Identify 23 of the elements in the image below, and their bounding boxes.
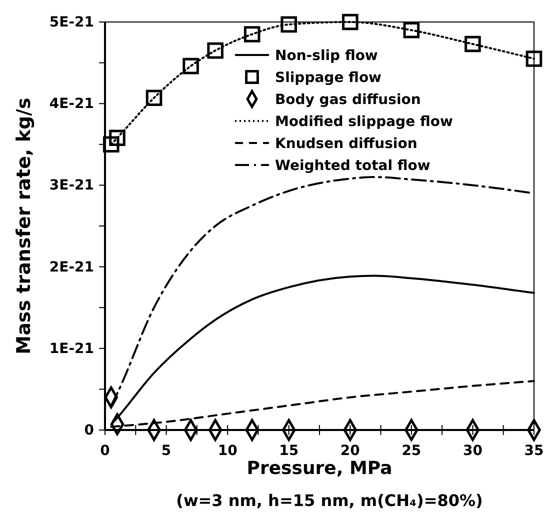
legend-label: Body gas diffusion	[275, 92, 421, 108]
x-tick-label: 25	[402, 442, 422, 459]
text: (w=3 nm, h=15 nm, m(CH₄)=80%)	[176, 491, 483, 510]
x-tick-label: 20	[340, 442, 360, 459]
x-tick-label: 5	[161, 442, 172, 459]
y-tick-label: 1E-21	[49, 340, 94, 357]
y-tick-label: 5E-21	[49, 14, 94, 30]
y-tick-label: 2E-21	[49, 259, 94, 276]
y-axis-title: Mass transfer rate, kg/s	[13, 98, 35, 354]
x-tick-label: 0	[100, 442, 110, 459]
legend-label: Slippage flow	[275, 70, 382, 86]
y-tick-label: 4E-21	[49, 96, 94, 112]
y-tick-label: 3E-21	[49, 178, 94, 194]
legend-label: Modified slippage flow	[275, 114, 453, 130]
legend-label: Non-slip flow	[275, 48, 378, 64]
x-tick-label: 30	[462, 442, 483, 459]
x-tick-label: 15	[279, 442, 299, 459]
x-tick-label: 10	[218, 442, 238, 459]
x-tick-label: 35	[524, 442, 544, 459]
y-tick-label: 0	[84, 422, 94, 438]
legend-label: Knudsen diffusion	[275, 136, 418, 152]
x-axis-title: Pressure, MPa	[246, 458, 392, 479]
legend-label: Weighted total flow	[275, 158, 430, 174]
